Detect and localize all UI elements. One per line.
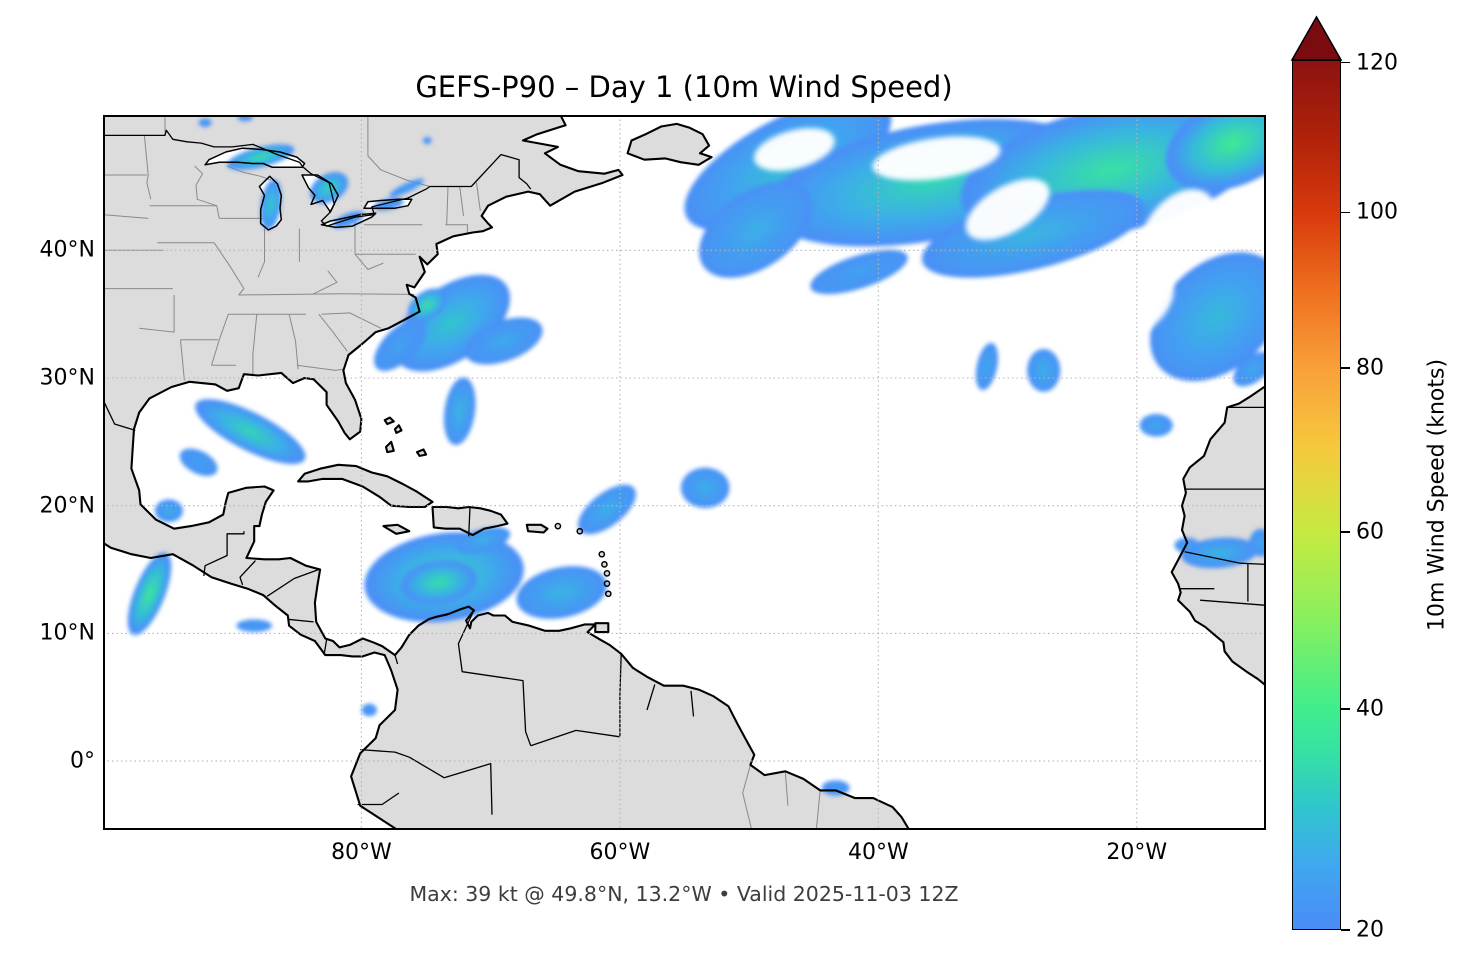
map-svg [103,115,1266,830]
wind-blob-ne-of-antilles [577,484,637,535]
wind-blob-hatteras-low [392,274,511,373]
wind-blob-caribbean-east-ext [515,565,608,620]
wind-blob-midatl-30n-east [1026,348,1061,393]
wind-blob-papagayo-jet [127,551,172,636]
wind-blob-brazil-coast-speck [821,780,850,796]
wind-blob-carolina-tail [373,318,427,372]
lake-outlines [204,147,612,598]
wind-blob-natl-south-fringe [809,249,909,295]
wind-blob-lake-michigan [260,179,282,230]
wind-blob-veracruz-coast [154,499,184,523]
calm-patches [754,128,1217,347]
wind-blob-caribbean-core [400,560,478,605]
colorbar-tick-label: 60 [1356,519,1384,545]
wind-blob-bahamas-streak [443,376,476,446]
caption: Max: 39 kt @ 49.8°N, 13.2°W • Valid 2025… [409,882,959,906]
colorbar-tickmark [1341,367,1350,369]
colorbar-tickmark [1341,929,1350,931]
colorbar-tickmark [1341,61,1350,64]
y-tick-label: 10°N [39,620,95,646]
coastlines [103,115,1266,830]
wind-blob-senegal-coast [1174,537,1201,553]
colorbar-tick-label: 40 [1356,696,1384,722]
colorbar-tick-label: 120 [1356,50,1398,76]
y-tick-label: 40°N [39,237,95,263]
colorbar-tickmark [1341,211,1350,214]
x-tick-label: 20°W [1106,840,1168,865]
wind-field [127,115,1266,796]
calm-hole-3 [965,178,1050,241]
wind-blob-gulf-sw-tail [179,448,218,477]
wind-blob-central-atl-blob [680,467,730,509]
calm-hole-1 [754,128,835,171]
country-borders [103,129,1266,815]
calm-hole-2 [872,136,1001,181]
wind-blob-morocco-offshore [1233,351,1266,387]
colorbar-tickmark [1341,708,1350,710]
x-tick-label: 40°W [847,840,909,865]
plot-frame [103,115,1266,830]
page-title: GEFS-P90 – Day 1 (10m Wind Speed) [415,70,953,104]
wind-blob-pacific-strip [236,619,273,633]
colorbar-gradient [1292,60,1341,930]
y-tick-label: 20°N [39,493,95,519]
wind-blob-natl-se-arm [1149,251,1266,383]
wind-blob-natl-max-core [1164,115,1266,192]
wind-blob-lake-superior [226,144,295,171]
wind-blob-canary-offshore [1139,413,1173,437]
colorbar-axis-label: 10m Wind Speed (knots) [1424,358,1450,632]
y-tick-label: 30°N [39,365,95,391]
y-tick-label: 0° [70,748,95,774]
wind-blob-gulf-of-mexico-jet [194,398,307,465]
wind-blob-hatteras-east-ext [464,317,544,365]
wind-blob-natl-lower-arm [920,189,1147,279]
colorbar-tickmark [1341,531,1350,533]
wind-blob-quebec-speck [422,136,432,145]
colorbar-tick-label: 20 [1356,917,1384,943]
gridlines [103,115,1266,830]
colorbar-extend-arrow [1290,15,1343,61]
colorbar-tick-label: 100 [1356,199,1398,225]
wind-blob-st-lawrence-strip [389,178,425,197]
calm-hole-5 [1074,266,1174,347]
x-tick-label: 60°W [589,840,651,865]
wind-blob-colombia-pacific-speck [361,703,377,717]
wind-blob-border-speck-west [198,118,212,128]
wind-blob-mali-east-edge [1249,528,1266,557]
wind-blob-sahel-winds [1180,537,1259,569]
state-borders [103,115,821,830]
colorbar-tick-label: 80 [1356,355,1384,381]
x-tick-label: 80°W [331,840,392,865]
wind-blob-natl-sw-lobe [698,181,813,279]
